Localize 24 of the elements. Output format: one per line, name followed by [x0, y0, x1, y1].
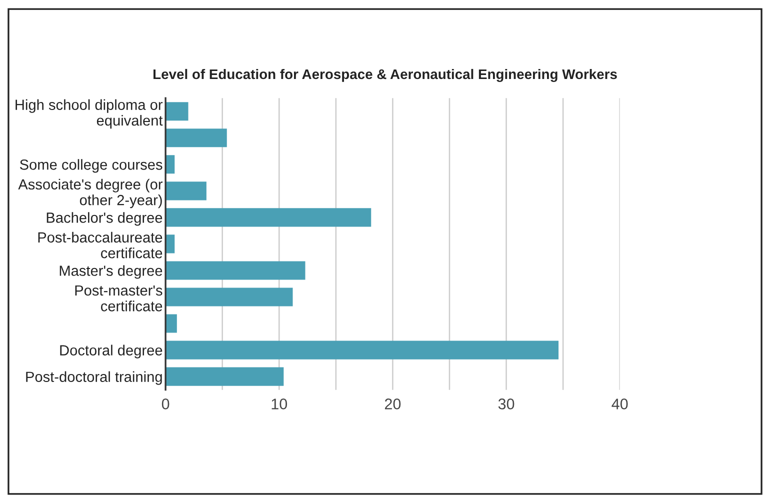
bar [166, 182, 206, 200]
y-tick-label: Some college courses [20, 159, 162, 173]
y-tick-label: Doctoral degree [60, 344, 162, 358]
y-tick-label: Master's degree [60, 265, 162, 279]
x-tick-label: 0 [162, 398, 170, 410]
y-tick-label: High school diploma or equivalent [16, 99, 163, 129]
bar [166, 314, 177, 333]
y-tick-label: Post-baccalaureate certificate [38, 232, 162, 258]
y-tick-label: Post-doctoral training [26, 371, 162, 385]
y-tick-label: Associate's degree (or other 2-year) [18, 178, 163, 208]
x-tick-label: 40 [612, 398, 628, 410]
x-tick-label: 30 [498, 398, 514, 410]
x-tick-label: 10 [272, 398, 288, 410]
bar [166, 261, 306, 280]
bar [166, 208, 372, 227]
chart-title: Level of Education for Aerospace & Aeronautical Engineering Workers [154, 68, 617, 82]
x-tick-label: 20 [384, 398, 401, 410]
bar [166, 340, 559, 360]
bar [166, 128, 227, 148]
y-tick-label: Bachelor's degree [46, 212, 162, 226]
y-tick-label: Post-master's certificate [75, 285, 162, 312]
bar [166, 288, 293, 306]
bar [166, 367, 284, 386]
bar [166, 102, 188, 121]
